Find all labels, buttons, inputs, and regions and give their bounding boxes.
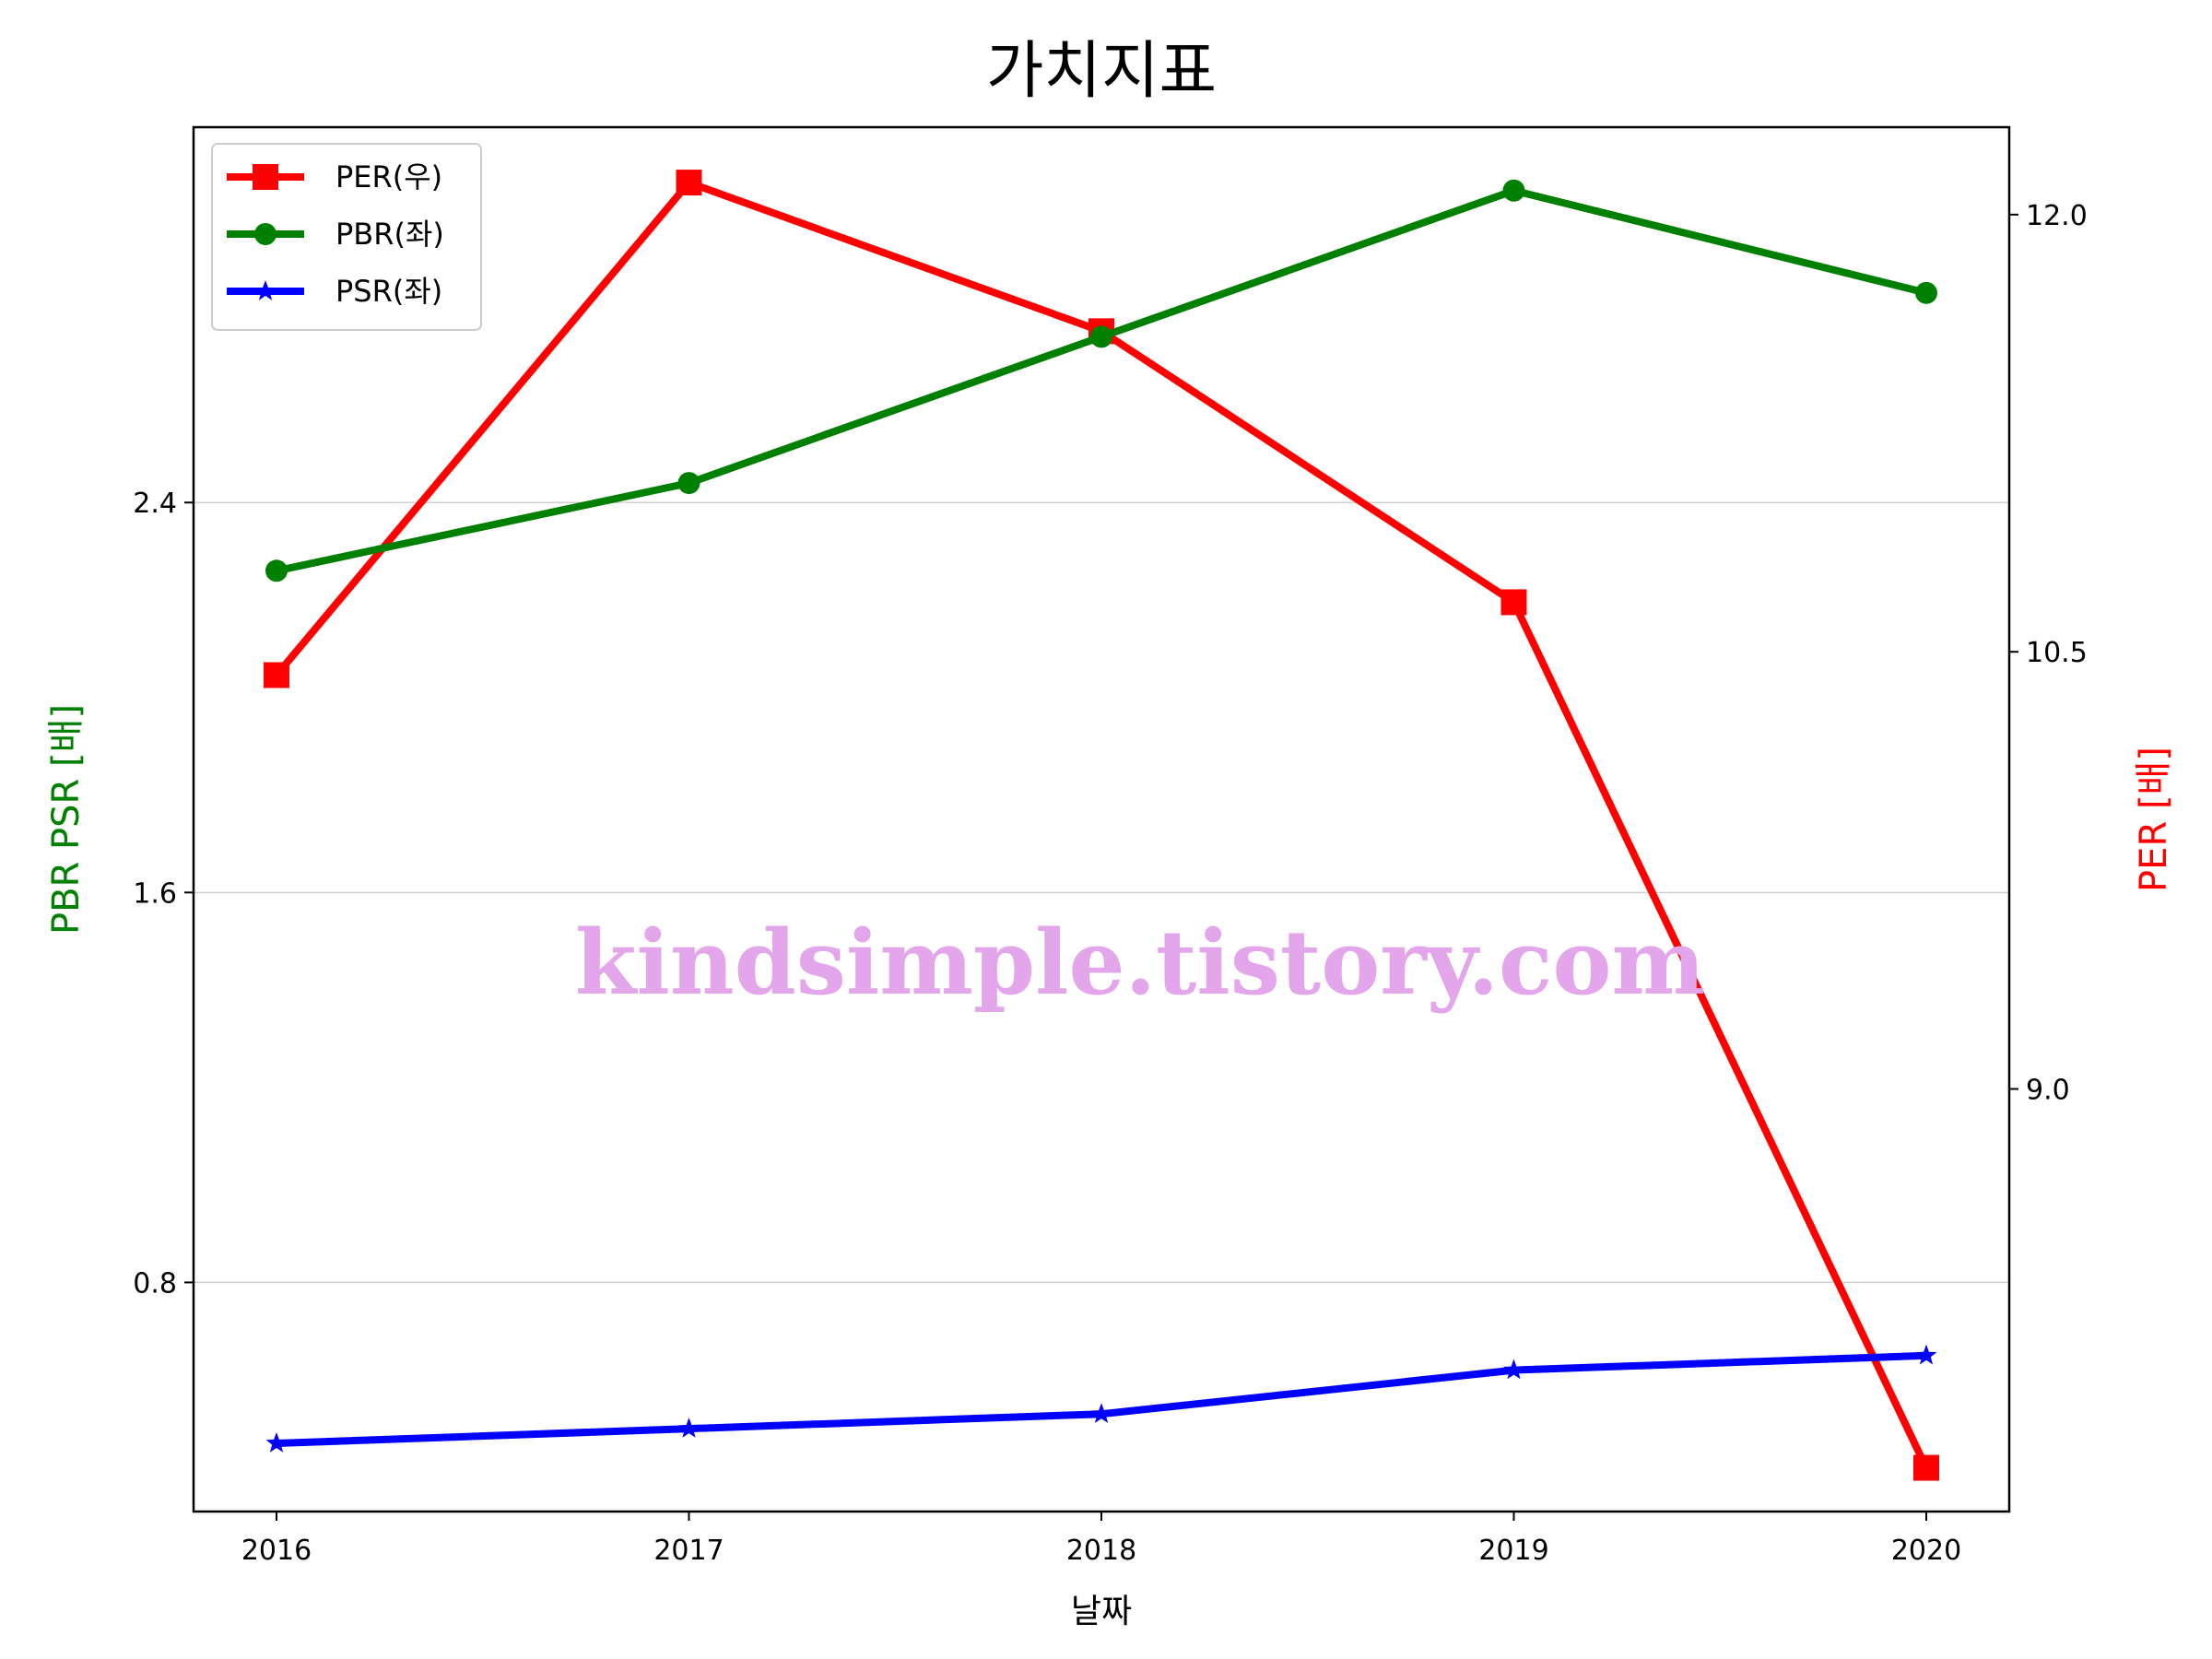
per-point-1 <box>676 170 702 196</box>
legend: PER(우) PBR(좌) PSR(좌) <box>211 143 482 331</box>
left-tick-label-0: 0.8 <box>133 1267 177 1300</box>
legend-box <box>211 143 482 331</box>
pbr-point-1 <box>677 472 700 495</box>
legend-label-psr: PSR(좌) <box>335 274 442 309</box>
psr-point-0 <box>265 1432 288 1453</box>
right-tick-label-2: 12.0 <box>2026 200 2088 232</box>
x-tick-label-2: 2018 <box>1066 1535 1136 1567</box>
psr-point-4 <box>1915 1344 1937 1365</box>
psr-point-3 <box>1503 1359 1524 1380</box>
left-axis-label: PBR PSR [배] <box>45 704 88 935</box>
legend-swatch-marker-psr <box>254 280 276 300</box>
series-layer <box>264 170 1939 1481</box>
axis-layer: 0.8 1.6 2.4 9.0 10.5 12.0 2016 2017 2018 2019 2020 <box>133 200 2088 1567</box>
grid-layer <box>194 501 2009 1284</box>
psr-point-1 <box>678 1418 700 1438</box>
x-axis-label: 날짜 <box>1071 1593 1132 1630</box>
x-tick-label-4: 2020 <box>1891 1535 1961 1567</box>
pbr-point-2 <box>1090 325 1112 348</box>
psr-point-2 <box>1090 1403 1112 1423</box>
legend-label-pbr: PBR(좌) <box>335 217 444 252</box>
legend-swatch-marker-per <box>253 164 278 190</box>
right-tick-label-0: 9.0 <box>2026 1074 2070 1106</box>
chart-title: 가치지표 <box>986 35 1217 108</box>
left-tick-label-1: 1.6 <box>133 877 177 910</box>
per-point-4 <box>1913 1454 1939 1481</box>
legend-swatch-marker-pbr <box>254 223 276 245</box>
left-tick-label-2: 2.4 <box>133 488 177 520</box>
x-tick-label-3: 2019 <box>1478 1535 1548 1567</box>
watermark: kindsimple.tistory.com <box>575 911 1705 1015</box>
per-point-3 <box>1500 589 1527 616</box>
x-tick-label-1: 2017 <box>653 1535 724 1567</box>
right-axis-label: PER [배] <box>2133 747 2175 892</box>
pbr-point-4 <box>1915 281 1937 304</box>
pbr-point-0 <box>265 559 288 582</box>
x-tick-label-0: 2016 <box>241 1535 312 1567</box>
legend-label-per: PER(우) <box>335 159 442 194</box>
right-tick-label-1: 10.5 <box>2026 637 2088 669</box>
pbr-point-3 <box>1502 179 1525 202</box>
per-point-0 <box>264 662 289 688</box>
